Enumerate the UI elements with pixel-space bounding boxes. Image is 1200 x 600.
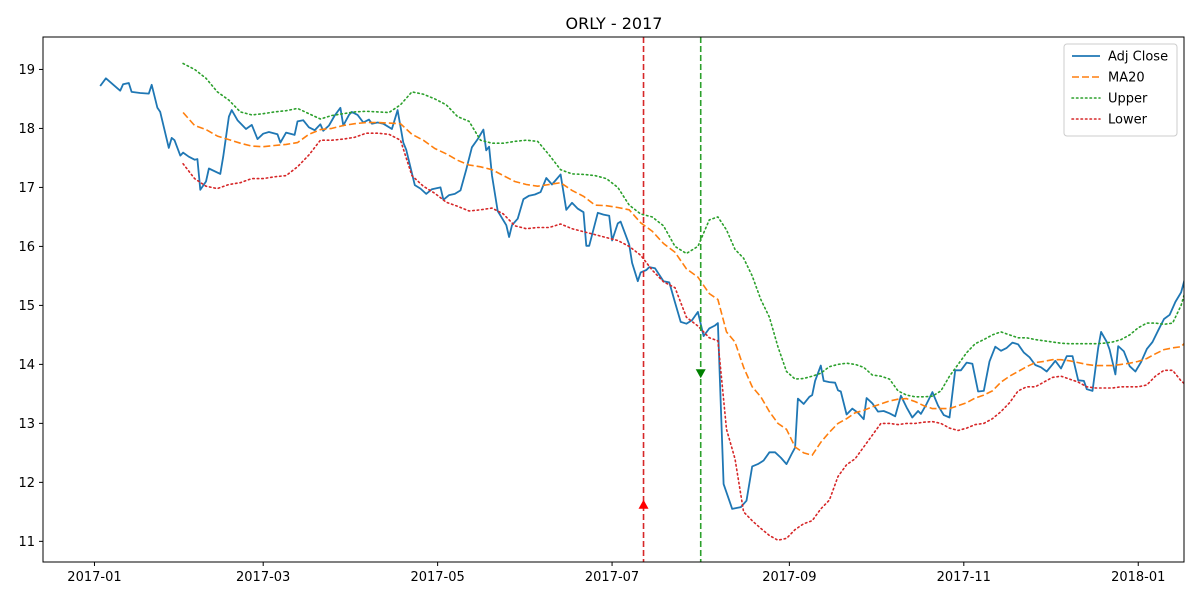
plot-frame bbox=[42, 36, 1185, 563]
y-tick-label: 13 bbox=[18, 417, 35, 432]
legend-label: MA20 bbox=[1108, 71, 1145, 86]
x-tick-label: 2017-11 bbox=[937, 570, 991, 585]
plot-area bbox=[99, 37, 1184, 562]
chart-title: ORLY - 2017 bbox=[566, 14, 663, 33]
y-tick-label: 18 bbox=[18, 122, 35, 137]
legend: Adj Close MA20 Upper Lower bbox=[1063, 43, 1178, 137]
legend-label: Lower bbox=[1108, 113, 1148, 128]
y-tick-label: 17 bbox=[18, 181, 35, 196]
series-line-lower bbox=[182, 132, 1184, 541]
y-tick-label: 12 bbox=[18, 476, 35, 491]
series-line-adj-close bbox=[99, 77, 1184, 510]
x-tick-label: 2017-05 bbox=[410, 570, 464, 585]
y-tick-label: 19 bbox=[18, 63, 35, 78]
sell-marker bbox=[695, 369, 706, 379]
y-tick-label: 15 bbox=[18, 299, 35, 314]
legend-label: Upper bbox=[1108, 92, 1148, 107]
x-axis: 2017-01 2017-03 2017-05 2017-07 2017-09 2017-… bbox=[67, 562, 1165, 585]
y-tick-label: 11 bbox=[18, 535, 35, 550]
y-tick-label: 14 bbox=[18, 358, 35, 373]
x-tick-label: 2017-09 bbox=[762, 570, 816, 585]
x-tick-label: 2017-03 bbox=[236, 570, 290, 585]
x-tick-label: 2017-01 bbox=[67, 570, 121, 585]
y-tick-label: 16 bbox=[18, 240, 35, 255]
buy-marker bbox=[638, 499, 649, 509]
x-tick-label: 2018-01 bbox=[1111, 570, 1165, 585]
x-tick-label: 2017-07 bbox=[585, 570, 639, 585]
series-line-ma20 bbox=[182, 111, 1184, 456]
legend-box bbox=[1063, 43, 1178, 137]
legend-label: Adj Close bbox=[1108, 50, 1168, 65]
series-line-upper bbox=[182, 62, 1184, 398]
y-axis: 11 12 13 14 15 16 17 18 19 bbox=[18, 63, 43, 550]
